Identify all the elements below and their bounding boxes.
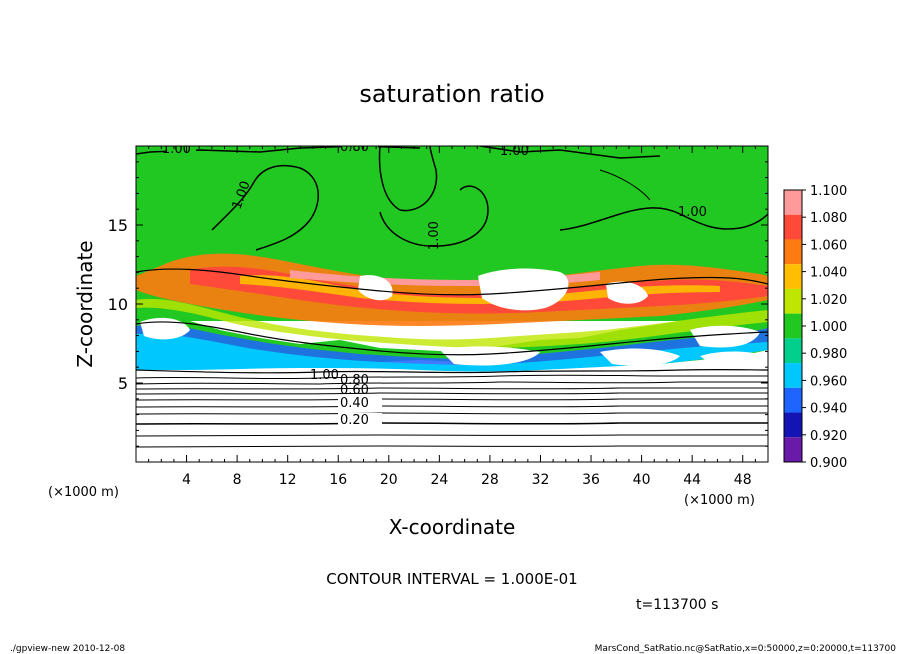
contour-line-1-00 (136, 147, 301, 155)
y-axis-title: Z-coordinate (73, 240, 97, 367)
x-tick-label: 4 (182, 472, 191, 488)
colorbar-swatch (784, 338, 802, 364)
contour-line-1-00 (599, 169, 651, 201)
y-tick-label: 5 (118, 374, 128, 393)
x-tick-label: 8 (233, 472, 242, 488)
clear-pocket-fill (690, 325, 760, 348)
contour-label: 0.80 (340, 140, 369, 155)
contour-label: 1.00 (500, 144, 529, 159)
x-tick-label: 28 (481, 472, 499, 488)
clear-pocket-fill (478, 268, 569, 311)
plot-field: 1.00 0.80 1.00 1.00 1.00 1.00 1.00 0.80 … (136, 140, 768, 462)
contour-line-0-80 (299, 146, 421, 149)
x-tick-label: 20 (380, 472, 398, 488)
clear-pocket-fill (606, 281, 648, 304)
contour-label-background (338, 396, 382, 409)
colorbar-swatch (784, 288, 802, 314)
contour-label: 0.20 (340, 413, 369, 428)
colorbar-label: 1.080 (810, 211, 847, 226)
contour-line-0-50 (136, 398, 768, 401)
colorbar: 1.100 1.080 1.060 1.040 1.020 1.000 0.980 0.960… (783, 184, 847, 471)
x-tick-label: 16 (329, 472, 347, 488)
contour-line-0-00 (136, 445, 768, 448)
clear-pocket-fill (358, 275, 393, 301)
x-axis: 4 8 12 16 20 24 28 32 36 40 44 48 (135, 146, 769, 488)
colorbar-label: 1.020 (810, 293, 847, 308)
contour-line-0-90 (136, 374, 768, 380)
contour-line-1-00 (136, 321, 768, 356)
x-tick-label: 44 (683, 472, 701, 488)
colorbar-label: 0.980 (810, 347, 847, 362)
colorbar-swatch (784, 313, 802, 339)
colorbar-label: 0.900 (810, 456, 847, 471)
time-label: t=113700 s (636, 597, 718, 613)
contour-line-0-40 (136, 405, 768, 408)
contour-line-1-00 (559, 207, 768, 231)
contour-line-0-10 (136, 434, 768, 437)
footer-left: ./gpview-new 2010-12-08 (10, 644, 125, 654)
contour-label: 1.00 (162, 142, 191, 157)
colorbar-label: 1.100 (810, 184, 847, 199)
cyan-band-fill (136, 333, 768, 372)
colorbar-swatch (784, 412, 802, 438)
contour-interval-label: CONTOUR INTERVAL = 1.000E-01 (326, 570, 577, 588)
contour-line-0-70 (136, 387, 768, 390)
x-unit-label-right: (×1000 m) (684, 493, 755, 508)
contour-label: 1.00 (310, 368, 339, 383)
contour-line-1-00 (211, 164, 319, 251)
contour-label: 1.00 (427, 221, 442, 250)
x-tick-label: 36 (582, 472, 600, 488)
chart-title: saturation ratio (359, 80, 544, 108)
x-tick-label: 32 (532, 472, 550, 488)
x-tick-label: 12 (279, 472, 297, 488)
contour-label-background (338, 413, 382, 426)
moderate-supersaturation-fill (240, 275, 720, 304)
colorbar-swatch (784, 214, 802, 240)
colorbar-swatch (784, 387, 802, 413)
colorbar-label: 1.040 (810, 266, 847, 281)
contour-line-1-00 (136, 368, 768, 374)
y-tick-label: 10 (108, 295, 128, 314)
contour-label: 0.40 (340, 396, 369, 411)
colorbar-label: 1.060 (810, 238, 847, 253)
contour-line-1-00 (136, 268, 768, 296)
contour-label: 0.80 (340, 373, 369, 388)
colorbar-label: 0.960 (810, 374, 847, 389)
colorbar-swatch (784, 264, 802, 289)
clear-pocket-fill (440, 346, 540, 366)
footer-right: MarsCond_SatRatio.nc@SatRatio,x=0:50000,… (595, 644, 897, 654)
colorbar-label: 1.000 (810, 320, 847, 335)
contour-line-1-00 (379, 185, 489, 247)
colorbar-swatch (784, 437, 802, 462)
colorbar-swatch (784, 190, 802, 215)
contour-line-0-20 (136, 422, 768, 425)
contour-label-background (166, 146, 196, 154)
clear-pocket-fill (600, 348, 680, 366)
contour-line-1-00 (378, 146, 438, 212)
x-unit-label-left: (×1000 m) (48, 485, 119, 500)
slight-supersaturation-fill (136, 298, 768, 348)
contour-label: 0.60 (340, 383, 369, 398)
x-tick-label: 40 (633, 472, 651, 488)
clear-pocket-fill (140, 317, 190, 340)
colorbar-label: 0.940 (810, 402, 847, 417)
clear-pocket-fill (700, 351, 766, 369)
contour-line-1-00 (479, 146, 661, 159)
contour-line-0-80 (136, 381, 768, 385)
y-axis: 5 10 15 (108, 145, 768, 463)
y-tick-label: 15 (108, 216, 128, 235)
x-axis-title: X-coordinate (389, 515, 516, 539)
contour-label: 1.00 (678, 205, 707, 220)
colorbar-swatch (784, 363, 802, 388)
colorbar-swatch (784, 239, 802, 265)
contour-label-background (342, 146, 378, 153)
colorbar-label: 0.920 (810, 429, 847, 444)
contour-line-0-30 (136, 412, 768, 415)
x-tick-label: 48 (734, 472, 752, 488)
contour-line-0-60 (136, 392, 768, 395)
x-tick-label: 24 (430, 472, 448, 488)
